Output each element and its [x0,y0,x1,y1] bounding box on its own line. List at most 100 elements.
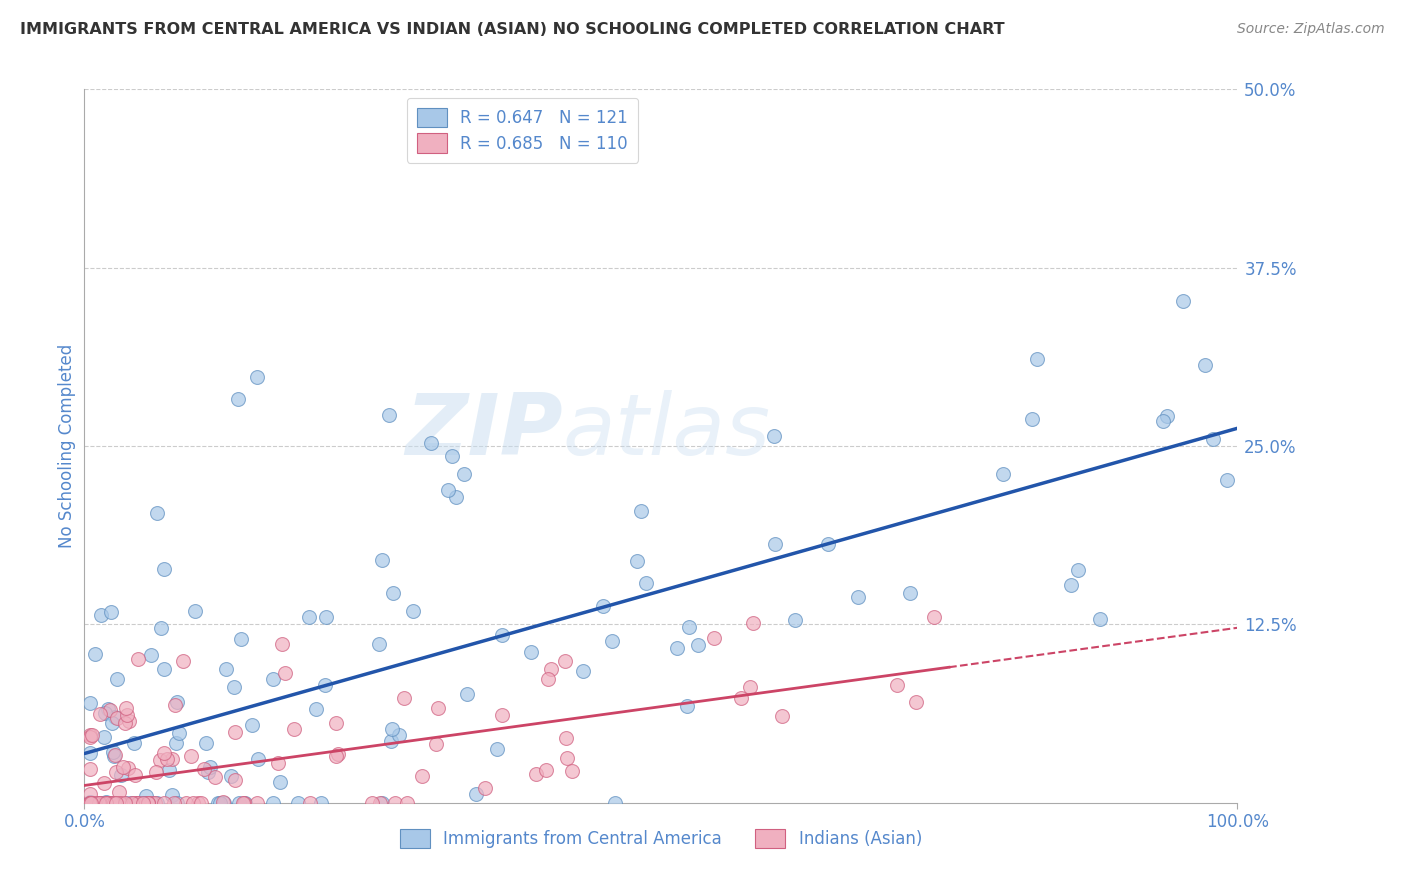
Point [145,764,167,779]
Point [115,707,138,722]
Point [524,767,547,781]
Point [402,604,425,618]
Point [437,483,460,498]
Point [166,695,188,709]
Point [104,710,127,724]
Point [444,490,467,504]
Legend: Immigrants from Central America, Indians (Asian): Immigrants from Central America, Indians… [394,822,928,855]
Point [394,690,416,705]
Y-axis label: No Schooling Completed: No Schooling Completed [58,344,76,548]
Point [132,796,155,810]
Point [287,796,309,810]
Point [84,647,107,661]
Point [87,796,110,810]
Point [204,771,226,785]
Point [79,796,101,810]
Point [555,731,578,745]
Point [83,796,105,810]
Point [165,736,187,750]
Point [104,765,127,780]
Point [79,762,101,776]
Point [378,408,401,422]
Point [626,554,648,568]
Point [165,698,187,713]
Point [141,796,163,810]
Point [98,796,121,810]
Point [84,796,107,810]
Point [848,590,870,604]
Point [146,507,169,521]
Point [150,621,173,635]
Point [224,724,246,739]
Point [195,736,218,750]
Point [314,677,336,691]
Point [97,796,120,810]
Point [305,702,328,716]
Point [79,730,101,744]
Point [420,436,443,450]
Point [592,599,614,613]
Text: atlas: atlas [562,390,770,474]
Point [136,796,159,810]
Point [94,796,117,810]
Point [298,796,321,810]
Point [904,696,927,710]
Point [141,648,163,663]
Point [79,796,101,810]
Point [100,796,122,810]
Point [229,632,252,646]
Point [108,796,131,810]
Point [153,662,176,676]
Point [103,749,125,764]
Point [491,708,513,723]
Point [79,746,101,760]
Point [184,604,207,618]
Point [555,751,578,765]
Point [600,634,623,648]
Point [135,789,157,803]
Point [105,796,128,810]
Point [122,736,145,750]
Point [381,722,404,736]
Point [1216,473,1239,487]
Point [89,796,111,810]
Point [676,699,699,714]
Point [176,796,198,810]
Point [89,796,111,810]
Point [96,702,118,716]
Point [79,696,101,710]
Point [101,796,124,810]
Point [283,722,305,736]
Point [124,768,146,782]
Point [232,796,254,810]
Point [79,796,101,810]
Point [166,796,188,810]
Point [167,726,190,740]
Point [157,764,180,778]
Text: Source: ZipAtlas.com: Source: ZipAtlas.com [1237,22,1385,37]
Point [219,769,242,783]
Point [1021,412,1043,426]
Point [82,796,104,810]
Point [80,796,103,810]
Point [160,788,183,802]
Point [79,796,101,810]
Point [101,715,124,730]
Point [464,787,486,801]
Point [232,796,254,810]
Point [233,796,256,810]
Point [79,788,101,802]
Point [110,768,132,782]
Point [187,796,209,810]
Point [105,672,128,686]
Point [262,796,284,810]
Point [703,631,725,645]
Point [103,796,125,810]
Point [572,665,595,679]
Point [309,796,332,810]
Point [190,796,212,810]
Point [540,662,562,676]
Point [79,796,101,810]
Point [96,796,118,810]
Point [132,796,155,810]
